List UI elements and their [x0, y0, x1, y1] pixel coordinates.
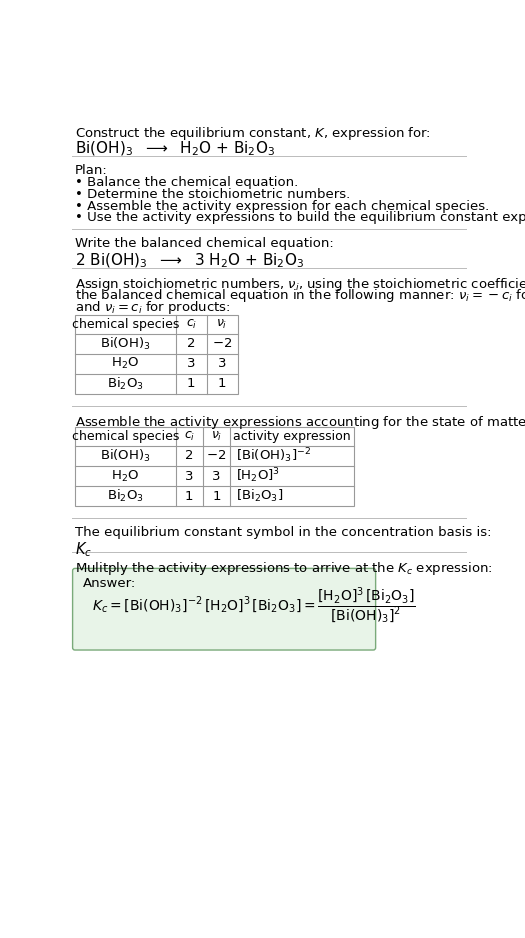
Text: Assign stoichiometric numbers, $\nu_i$, using the stoichiometric coefficients, $: Assign stoichiometric numbers, $\nu_i$, …	[75, 276, 525, 293]
Text: • Determine the stoichiometric numbers.: • Determine the stoichiometric numbers.	[75, 188, 350, 201]
Text: Bi$_2$O$_3$: Bi$_2$O$_3$	[107, 488, 144, 504]
Text: Write the balanced chemical equation:: Write the balanced chemical equation:	[75, 236, 334, 250]
Text: 2: 2	[185, 449, 194, 462]
Text: 3: 3	[212, 470, 220, 482]
Text: $\nu_i$: $\nu_i$	[211, 431, 222, 444]
Text: Bi(OH)$_3$: Bi(OH)$_3$	[100, 448, 151, 464]
Text: 3: 3	[185, 470, 194, 482]
Text: [H$_2$O]$^3$: [H$_2$O]$^3$	[236, 466, 280, 485]
Text: and $\nu_i = c_i$ for products:: and $\nu_i = c_i$ for products:	[75, 299, 230, 316]
Text: 1: 1	[185, 490, 194, 503]
Text: $K_c = [\mathrm{Bi(OH)_3}]^{-2}\,[\mathrm{H_2O}]^3\,[\mathrm{Bi_2O_3}] = \dfrac{: $K_c = [\mathrm{Bi(OH)_3}]^{-2}\,[\mathr…	[92, 586, 416, 627]
Text: Plan:: Plan:	[75, 164, 108, 177]
Text: Bi$_2$O$_3$: Bi$_2$O$_3$	[107, 375, 144, 392]
Text: H$_2$O: H$_2$O	[111, 468, 139, 484]
Text: $c_i$: $c_i$	[185, 318, 197, 331]
Text: Construct the equilibrium constant, $K$, expression for:: Construct the equilibrium constant, $K$,…	[75, 125, 431, 142]
Text: 2 Bi(OH)$_3$  $\longrightarrow$  3 H$_2$O + Bi$_2$O$_3$: 2 Bi(OH)$_3$ $\longrightarrow$ 3 H$_2$O …	[75, 251, 304, 269]
Text: activity expression: activity expression	[233, 431, 351, 444]
Text: [Bi$_2$O$_3$]: [Bi$_2$O$_3$]	[236, 488, 284, 504]
Text: the balanced chemical equation in the following manner: $\nu_i = -c_i$ for react: the balanced chemical equation in the fo…	[75, 287, 525, 304]
Text: Bi(OH)$_3$: Bi(OH)$_3$	[100, 336, 151, 352]
Text: $-2$: $-2$	[212, 337, 232, 350]
Text: $K_c$: $K_c$	[75, 540, 92, 559]
Text: chemical species: chemical species	[71, 431, 179, 444]
Text: • Assemble the activity expression for each chemical species.: • Assemble the activity expression for e…	[75, 200, 489, 213]
Text: 3: 3	[218, 357, 226, 371]
Bar	[75, 428, 354, 506]
Text: [Bi(OH)$_3$]$^{-2}$: [Bi(OH)$_3$]$^{-2}$	[236, 446, 311, 465]
Text: 1: 1	[187, 377, 195, 390]
Text: Bi(OH)$_3$  $\longrightarrow$  H$_2$O + Bi$_2$O$_3$: Bi(OH)$_3$ $\longrightarrow$ H$_2$O + Bi…	[75, 140, 275, 158]
Text: 1: 1	[218, 377, 226, 390]
Text: $-2$: $-2$	[206, 449, 226, 462]
Text: • Balance the chemical equation.: • Balance the chemical equation.	[75, 176, 298, 189]
Text: 3: 3	[187, 357, 195, 371]
Text: 1: 1	[212, 490, 220, 503]
Text: The equilibrium constant symbol in the concentration basis is:: The equilibrium constant symbol in the c…	[75, 526, 491, 539]
Text: Assemble the activity expressions accounting for the state of matter and $\nu_i$: Assemble the activity expressions accoun…	[75, 414, 525, 431]
Text: chemical species: chemical species	[71, 318, 179, 331]
FancyBboxPatch shape	[72, 568, 375, 650]
Text: $c_i$: $c_i$	[184, 431, 195, 444]
Text: Answer:: Answer:	[82, 577, 136, 590]
Text: • Use the activity expressions to build the equilibrium constant expression.: • Use the activity expressions to build …	[75, 211, 525, 224]
Text: 2: 2	[187, 337, 195, 350]
Bar	[75, 315, 238, 394]
Text: Mulitply the activity expressions to arrive at the $K_c$ expression:: Mulitply the activity expressions to arr…	[75, 560, 492, 577]
Text: H$_2$O: H$_2$O	[111, 356, 139, 371]
Text: $\nu_i$: $\nu_i$	[216, 318, 228, 331]
